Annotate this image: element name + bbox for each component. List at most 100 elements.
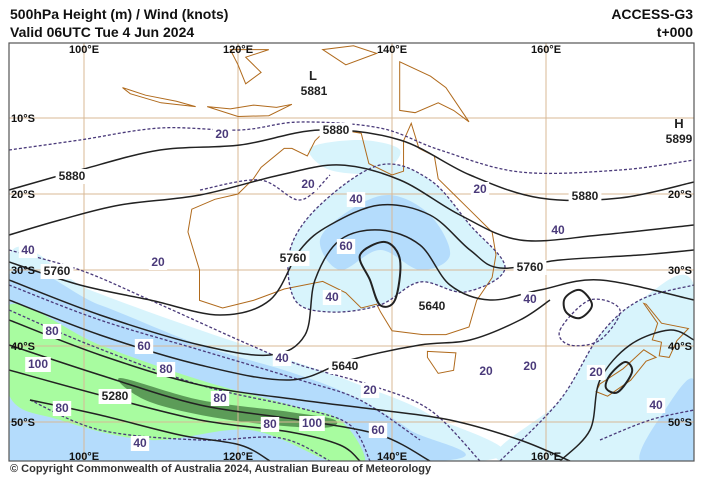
valid-time: Valid 06UTC Tue 4 Jun 2024: [10, 24, 195, 40]
wind-speed-label: 40: [523, 292, 537, 306]
height-label: 5880: [323, 123, 350, 137]
label-background: [25, 357, 51, 372]
height-label: 5760: [44, 264, 71, 278]
latitude-label: 50°S: [11, 417, 35, 429]
latitude-label: 20°S: [11, 189, 35, 201]
isotach-line: [558, 298, 621, 347]
coastline-segment: [426, 350, 457, 374]
wind-shade-region: [639, 378, 694, 461]
label-background: [568, 189, 602, 204]
coastline-segment: [399, 60, 470, 123]
label-background: [40, 264, 74, 279]
height-label: 5640: [419, 299, 446, 313]
low-closed-contour: [358, 240, 402, 308]
height-label: 5760: [280, 251, 307, 265]
height-label: 5760: [517, 260, 544, 274]
longitude-label: 160°E: [531, 44, 561, 56]
wind-speed-label: 80: [45, 324, 59, 338]
isotach-line: [599, 409, 694, 441]
isotach-line: [199, 174, 331, 201]
coastline: [122, 45, 690, 397]
wind-speed-label: 80: [263, 417, 277, 431]
wind-speed-label: 80: [55, 401, 69, 415]
label-background: [298, 177, 318, 192]
label-background: [336, 239, 356, 254]
wind-speed-label: 40: [133, 436, 147, 450]
wind-speed-label: 20: [473, 182, 487, 196]
height-contour-line: [9, 164, 694, 242]
label-background: [322, 290, 342, 305]
wind-speed-label: 40: [325, 290, 339, 304]
longitude-label: 120°E: [223, 451, 253, 463]
cutoff-low-contour: [562, 288, 594, 320]
label-background: [272, 351, 292, 366]
wind-speed-label: 60: [137, 339, 151, 353]
wind-speed-label: 40: [21, 243, 35, 257]
height-contour-line: [9, 319, 571, 461]
longitude-label: 140°E: [377, 451, 407, 463]
wind-speed-label: 20: [301, 177, 315, 191]
label-background: [360, 383, 380, 398]
wind-speed-label: 40: [551, 223, 565, 237]
latitude-label: 20°S: [668, 189, 692, 201]
label-background: [520, 292, 540, 307]
coastline-segment: [229, 49, 269, 85]
label-background: [470, 182, 490, 197]
longitude-label: 100°E: [69, 44, 99, 56]
wind-speed-label: 40: [649, 398, 663, 412]
label-background: [52, 401, 72, 416]
label-background: [18, 243, 38, 258]
isotach-line: [9, 121, 694, 175]
isotach-line: [9, 309, 371, 461]
coastline-segment: [642, 302, 690, 358]
longitude-label: 160°E: [531, 451, 561, 463]
isotach-line: [9, 284, 421, 441]
wind-speed-label: 20: [151, 255, 165, 269]
wind-shade-region: [118, 377, 338, 428]
height-label: 5880: [572, 189, 599, 203]
model-name: ACCESS-G3: [611, 6, 693, 22]
wind-speed-label: 80: [213, 391, 227, 405]
lead-time: t+000: [656, 24, 693, 40]
label-background: [210, 391, 230, 406]
label-background: [212, 127, 232, 142]
latitude-label: 40°S: [11, 341, 35, 353]
label-background: [328, 359, 362, 374]
copyright-notice: © Copyright Commonwealth of Australia 20…: [10, 463, 432, 475]
coastline-segment: [187, 121, 497, 336]
height-contour-line: [9, 203, 694, 316]
wind-speed-label: 20: [523, 359, 537, 373]
isotach-contours: [9, 121, 694, 461]
longitude-label: 120°E: [223, 44, 253, 56]
latitude-label: 30°S: [668, 265, 692, 277]
isotach-line: [9, 249, 481, 461]
label-background: [548, 223, 568, 238]
label-background: [299, 416, 325, 431]
coastline-segment: [207, 103, 293, 117]
label-background: [130, 436, 150, 451]
label-background: [520, 359, 540, 374]
wind-speed-label: 60: [339, 239, 353, 253]
latitude-label: 30°S: [11, 265, 35, 277]
label-background: [42, 324, 62, 339]
label-background: [346, 192, 366, 207]
wind-speed-label: 100: [302, 416, 322, 430]
label-background: [148, 255, 168, 270]
label-background: [98, 389, 132, 404]
height-label: 5880: [59, 169, 86, 183]
height-contour-line: [29, 399, 271, 461]
longitude-label: 140°E: [377, 44, 407, 56]
label-background: [415, 299, 449, 314]
high-centre-value: 5899: [666, 132, 693, 146]
wind-speed-label: 40: [349, 192, 363, 206]
height-contour-line: [559, 329, 694, 461]
low-centre-value: 5881: [301, 84, 328, 98]
label-background: [513, 260, 547, 275]
map-frame: [8, 42, 695, 462]
low-centre-marker: L: [309, 68, 317, 83]
wind-speed-label: 20: [215, 127, 229, 141]
wind-speed-label: 20: [479, 364, 493, 378]
wind-speed-label: 40: [275, 351, 289, 365]
label-background: [260, 417, 280, 432]
cutoff-low-contour: [604, 361, 634, 394]
